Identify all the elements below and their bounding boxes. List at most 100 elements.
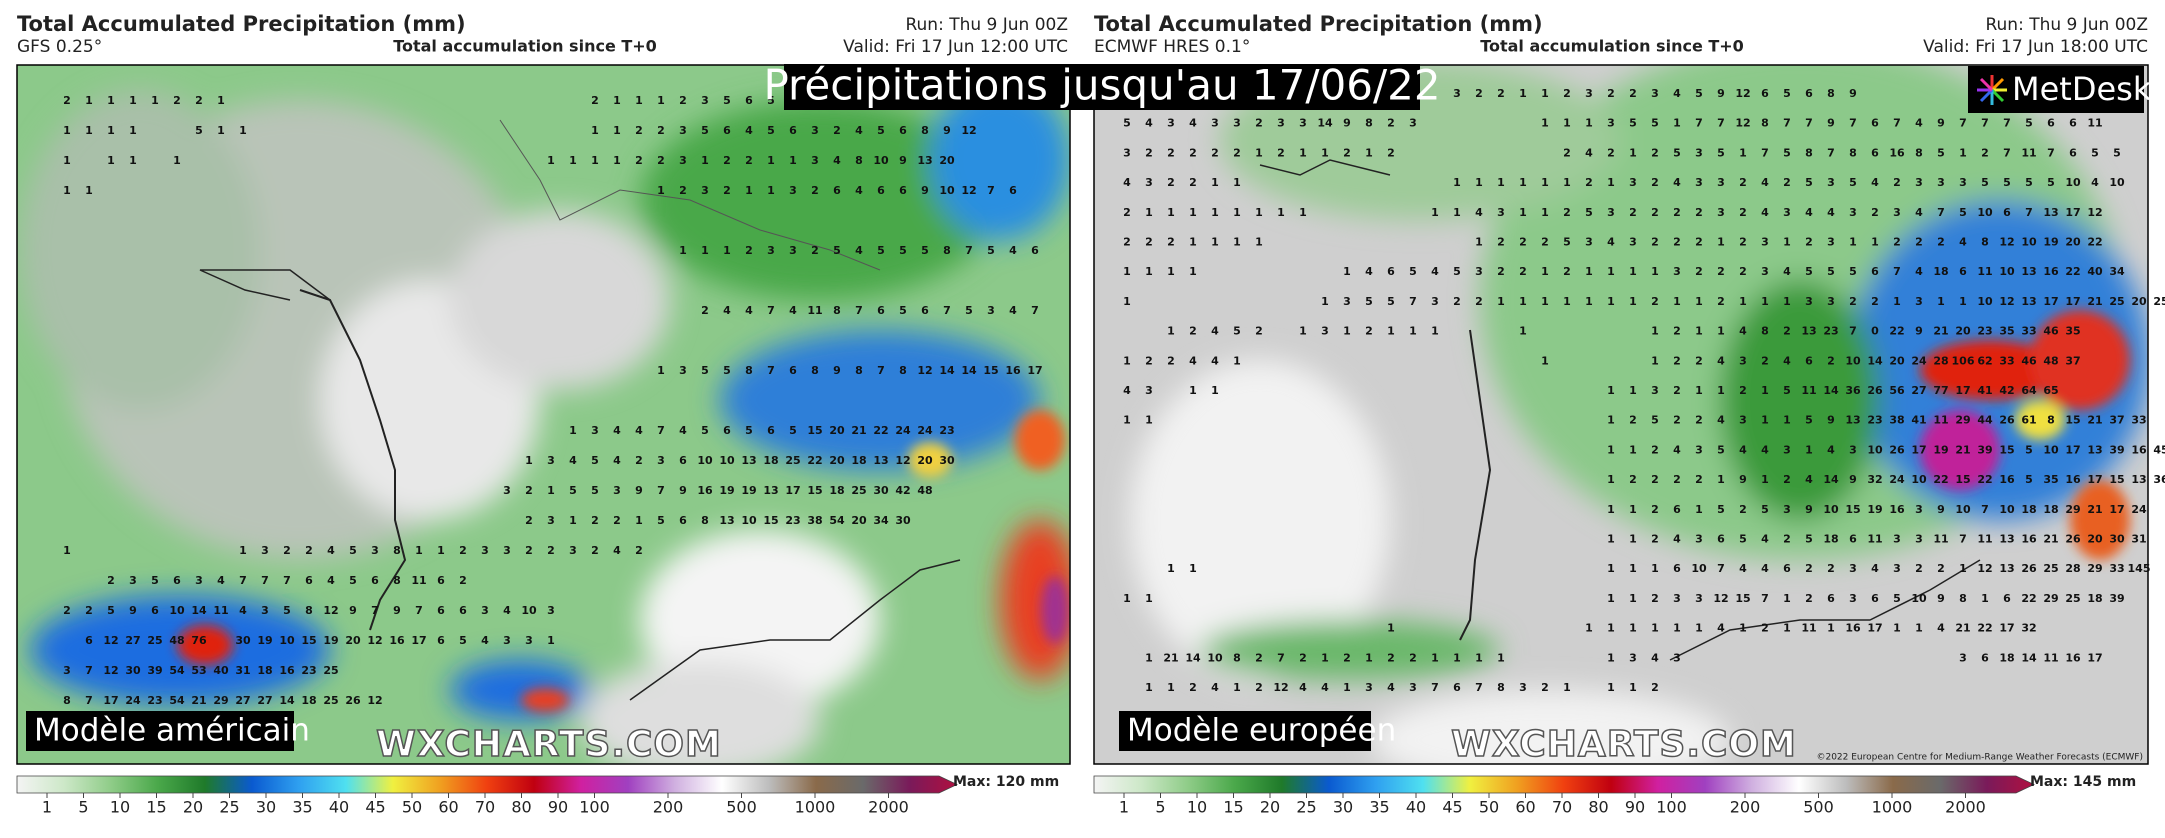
map-value: 5 [1453, 265, 1461, 278]
map-value: 1 [1607, 681, 1615, 694]
map-value: 3 [679, 154, 687, 167]
map-value: 1 [1145, 414, 1153, 427]
map-value: 13 [2087, 443, 2102, 456]
map-value: 17 [1867, 622, 1882, 635]
map-value: 4 [503, 604, 511, 617]
map-value: 5 [2025, 117, 2033, 130]
map-value: 2 [1497, 236, 1505, 249]
map-value: 4 [217, 574, 225, 587]
map-value: 1 [1607, 295, 1615, 308]
map-value: 1 [1629, 503, 1637, 516]
map-value: 3 [1299, 117, 1307, 130]
map-value: 7 [1783, 117, 1791, 130]
map-value: 4 [1717, 622, 1725, 635]
map-value: 1 [591, 154, 599, 167]
map-value: 2 [63, 94, 71, 107]
colorbar-label: 1 [1119, 798, 1129, 817]
colorbar-label: 5 [1155, 798, 1165, 817]
map-value: 2 [459, 544, 467, 557]
map-value: 15 [763, 514, 778, 527]
valid-time: Valid: Fri 17 Jun 18:00 UTC [1923, 37, 2148, 57]
map-value: 1 [1629, 295, 1637, 308]
map-value: 3 [547, 454, 555, 467]
map-value: 5 [1937, 146, 1945, 159]
map-value: 14 [2021, 651, 2037, 664]
map-value: 2 [1805, 236, 1813, 249]
map-value: 4 [613, 544, 621, 557]
map-value: 10 [2109, 176, 2125, 189]
map-value: 2 [1497, 87, 1505, 100]
map-value: 2 [1497, 265, 1505, 278]
map-value: 25 [147, 634, 162, 647]
map-value: 9 [1937, 592, 1945, 605]
map-value: 2 [1651, 236, 1659, 249]
map-value: 2 [1937, 562, 1945, 575]
map-value: 5 [1849, 176, 1857, 189]
map-value: 10 [939, 184, 955, 197]
map-value: 7 [965, 244, 973, 257]
map-value: 1 [1211, 176, 1219, 189]
map-value: 9 [899, 154, 907, 167]
map-value: 6 [437, 604, 445, 617]
map-value: 4 [635, 424, 643, 437]
map-value: 5 [459, 634, 467, 647]
map-value: 9 [1827, 117, 1835, 130]
map-value: 5 [723, 94, 731, 107]
map-value: 4 [1783, 265, 1791, 278]
map-value: 6 [2047, 117, 2055, 130]
map-value: 4 [1915, 265, 1923, 278]
map-value: 2 [1409, 651, 1417, 664]
map-value: 2 [635, 544, 643, 557]
map-value: 3 [1321, 325, 1329, 338]
map-value: 10 [1999, 265, 2015, 278]
map-value: 1 [1365, 651, 1373, 664]
map-value: 22 [1977, 473, 1992, 486]
map-value: 11 [2021, 146, 2036, 159]
map-value: 2 [1673, 384, 1681, 397]
map-value: 3 [1827, 236, 1835, 249]
map-value: 20 [2087, 533, 2103, 546]
colorbar-label: 10 [110, 798, 130, 817]
map-value: 1 [1607, 533, 1615, 546]
map-value: 7 [1695, 117, 1703, 130]
map-value: 7 [85, 664, 93, 677]
map-value: 12 [103, 634, 118, 647]
map-value: 7 [1761, 146, 1769, 159]
map-value: 1 [1607, 443, 1615, 456]
map-value: 28 [1933, 354, 1948, 367]
map-value: 3 [1277, 117, 1285, 130]
map-value: 1 [1673, 622, 1681, 635]
map-value: 4 [1805, 473, 1813, 486]
map-value: 7 [1981, 503, 1989, 516]
map-value: 21 [1955, 622, 1970, 635]
map-value: 1 [1783, 592, 1791, 605]
map-value: 1 [129, 94, 137, 107]
map-value: 10 [1977, 295, 1993, 308]
map-value: 2 [1739, 265, 1747, 278]
map-value: 7 [855, 304, 863, 317]
map-value: 15 [807, 484, 822, 497]
map-value: 2 [1255, 651, 1263, 664]
map-value: 2 [1585, 176, 1593, 189]
map-value: 1 [1145, 206, 1153, 219]
map-value: 5 [1739, 533, 1747, 546]
map-value: 5 [1387, 295, 1395, 308]
colorbar-label: 20 [183, 798, 203, 817]
map-value: 6 [173, 574, 181, 587]
map-value: 4 [679, 424, 687, 437]
map-value: 14 [1823, 473, 1839, 486]
map-value: 2 [1167, 236, 1175, 249]
map-value: 8 [1849, 146, 1857, 159]
map-value: 39 [2109, 443, 2124, 456]
map-value: 3 [1695, 533, 1703, 546]
map-value: 2 [811, 184, 819, 197]
map-value: 4 [745, 124, 753, 137]
map-value: 10 [279, 634, 295, 647]
map-value: 15 [1955, 473, 1970, 486]
map-value: 34 [873, 514, 889, 527]
map-value: 23 [1823, 325, 1838, 338]
map-value: 3 [503, 544, 511, 557]
map-value: 3 [1167, 117, 1175, 130]
